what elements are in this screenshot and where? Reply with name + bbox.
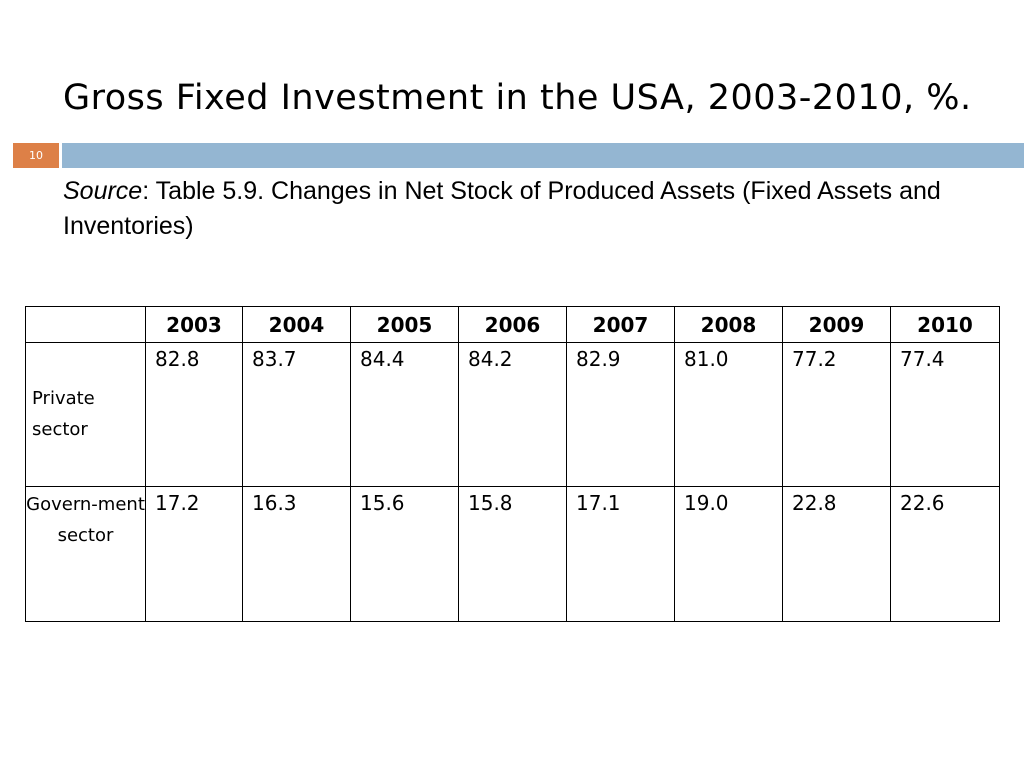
row-label-private-sector: Private sector xyxy=(25,342,146,487)
year-header: 2010 xyxy=(890,306,1000,343)
value-cell: 15.8 xyxy=(458,486,567,622)
year-header: 2007 xyxy=(566,306,675,343)
row-label-government-sector: Govern-ment sector xyxy=(25,486,146,622)
year-header: 2005 xyxy=(350,306,459,343)
value-cell: 16.3 xyxy=(242,486,351,622)
slide-title: Gross Fixed Investment in the USA, 2003-… xyxy=(63,78,972,118)
year-header: 2009 xyxy=(782,306,891,343)
value-cell: 17.1 xyxy=(566,486,675,622)
value-cell: 82.8 xyxy=(145,342,243,487)
table-header-row: 2003 2004 2005 2006 2007 2008 2009 2010 xyxy=(25,306,1000,343)
title-accent-band xyxy=(62,143,1024,168)
year-header: 2006 xyxy=(458,306,567,343)
value-cell: 19.0 xyxy=(674,486,783,622)
value-cell: 22.8 xyxy=(782,486,891,622)
source-line: Source: Table 5.9. Changes in Net Stock … xyxy=(63,174,963,244)
value-cell: 17.2 xyxy=(145,486,243,622)
investment-table: 2003 2004 2005 2006 2007 2008 2009 2010 … xyxy=(25,306,1000,622)
source-label: Source xyxy=(63,177,143,205)
year-header: 2003 xyxy=(145,306,243,343)
table-row-government-sector: Govern-ment sector 17.2 16.3 15.6 15.8 1… xyxy=(25,486,1000,622)
value-cell: 84.2 xyxy=(458,342,567,487)
value-cell: 82.9 xyxy=(566,342,675,487)
value-cell: 77.4 xyxy=(890,342,1000,487)
table-corner-cell xyxy=(25,306,146,343)
value-cell: 83.7 xyxy=(242,342,351,487)
value-cell: 77.2 xyxy=(782,342,891,487)
slide-number: 10 xyxy=(13,143,59,168)
source-text: : Table 5.9. Changes in Net Stock of Pro… xyxy=(63,177,941,240)
value-cell: 81.0 xyxy=(674,342,783,487)
value-cell: 84.4 xyxy=(350,342,459,487)
value-cell: 15.6 xyxy=(350,486,459,622)
value-cell: 22.6 xyxy=(890,486,1000,622)
year-header: 2008 xyxy=(674,306,783,343)
year-header: 2004 xyxy=(242,306,351,343)
table-row-private-sector: Private sector 82.8 83.7 84.4 84.2 82.9 … xyxy=(25,342,1000,487)
